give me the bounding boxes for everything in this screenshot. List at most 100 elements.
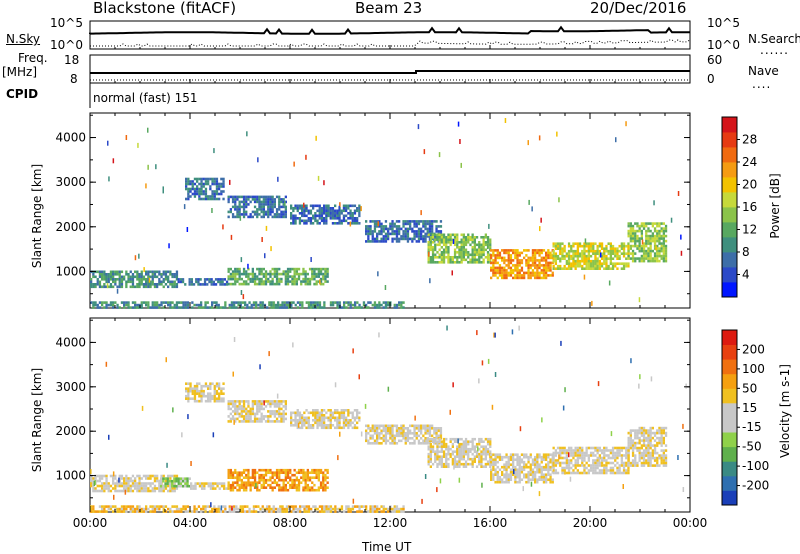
echo-cell	[209, 482, 213, 485]
echo-cell	[583, 254, 586, 258]
echo-cell	[236, 488, 239, 492]
echo-cell	[92, 273, 95, 276]
echo-cell	[596, 449, 599, 452]
echo-cell	[336, 212, 339, 215]
echo-cell	[598, 446, 601, 450]
echo-cell	[273, 213, 276, 216]
echo-cell	[318, 414, 321, 417]
echo-cell	[298, 411, 302, 415]
echo-cell	[112, 270, 115, 274]
echo-cell	[627, 247, 630, 250]
echo-cell	[409, 225, 412, 228]
echo-cell	[153, 275, 157, 279]
echo-cell	[236, 270, 239, 273]
echo-cell	[304, 272, 307, 276]
echo-cell	[101, 303, 104, 307]
echo-cell	[516, 276, 519, 280]
echo-cell	[427, 248, 430, 252]
echo-cell	[289, 483, 292, 487]
echo-cell	[518, 465, 521, 469]
echo-cell	[253, 471, 257, 474]
echo-cell	[642, 252, 646, 255]
echo-cell	[598, 249, 601, 253]
echo-cell	[554, 252, 557, 255]
echo-cell	[270, 510, 273, 513]
echo-cell	[478, 452, 481, 456]
echo-cell	[282, 468, 285, 472]
echo-cell	[207, 484, 210, 488]
echo-cell	[660, 227, 663, 230]
echo-cell	[203, 280, 207, 284]
echo-cell	[256, 405, 259, 408]
echo-cell	[398, 230, 401, 233]
echo-cell	[387, 439, 390, 443]
echo-cell	[376, 442, 379, 445]
echo-cell	[98, 489, 102, 493]
echo-cell	[262, 473, 265, 477]
echo-cell	[378, 222, 381, 226]
echo-cell	[567, 459, 571, 462]
echo-cell	[529, 453, 532, 456]
echo-cell	[345, 507, 348, 511]
echo-cell	[460, 256, 463, 259]
echo-cell	[536, 274, 539, 277]
echo-cell	[609, 254, 612, 258]
echo-cell	[514, 468, 517, 471]
echo-cell	[187, 180, 190, 183]
echo-cell	[400, 235, 403, 238]
echo-cell	[426, 230, 429, 233]
echo-cell	[516, 271, 519, 275]
echo-cell	[94, 283, 97, 286]
echo-cell	[596, 262, 599, 265]
echo-cell	[549, 274, 552, 277]
echo-cell	[431, 258, 435, 262]
echo-cell	[245, 473, 248, 477]
echo-cell	[291, 483, 294, 487]
echo-cell	[572, 249, 575, 253]
echo-cell	[559, 244, 562, 248]
echo-cell	[331, 217, 335, 220]
echo-cell	[645, 237, 648, 240]
echo-cell	[151, 482, 154, 485]
echo-cell	[460, 457, 463, 461]
echo-cell	[458, 442, 461, 446]
noise-point	[377, 271, 379, 277]
echo-cell	[214, 482, 217, 485]
echo-cell	[284, 277, 287, 281]
echo-cell	[525, 254, 528, 257]
echo-cell	[185, 387, 188, 390]
echo-cell	[190, 278, 193, 281]
echo-cell	[242, 213, 246, 216]
echo-cell	[294, 421, 297, 425]
echo-cell	[112, 510, 115, 513]
echo-cell	[587, 264, 590, 268]
echo-cell	[105, 278, 108, 281]
echo-cell	[131, 301, 135, 304]
echo-cell	[131, 474, 135, 478]
echo-cell	[245, 412, 248, 416]
echo-cell	[127, 505, 130, 508]
echo-cell	[445, 457, 448, 461]
echo-cell	[311, 468, 314, 472]
echo-cell	[447, 261, 450, 264]
echo-cell	[373, 427, 377, 430]
echo-cell	[484, 452, 487, 456]
echo-cell	[247, 412, 250, 416]
echo-cell	[101, 273, 104, 276]
echo-cell	[114, 505, 117, 508]
echo-cell	[486, 238, 490, 242]
echo-cell	[156, 487, 159, 490]
echo-cell	[267, 215, 270, 219]
echo-cell	[565, 459, 568, 462]
echo-cell	[316, 416, 319, 420]
echo-cell	[112, 301, 115, 304]
echo-cell	[434, 460, 437, 463]
echo-cell	[353, 222, 357, 225]
echo-cell	[303, 416, 306, 420]
echo-cell	[552, 244, 555, 248]
echo-cell	[473, 445, 476, 448]
echo-cell	[411, 220, 414, 223]
echo-cell	[234, 468, 237, 472]
echo-cell	[267, 420, 270, 423]
echo-cell	[256, 400, 259, 403]
